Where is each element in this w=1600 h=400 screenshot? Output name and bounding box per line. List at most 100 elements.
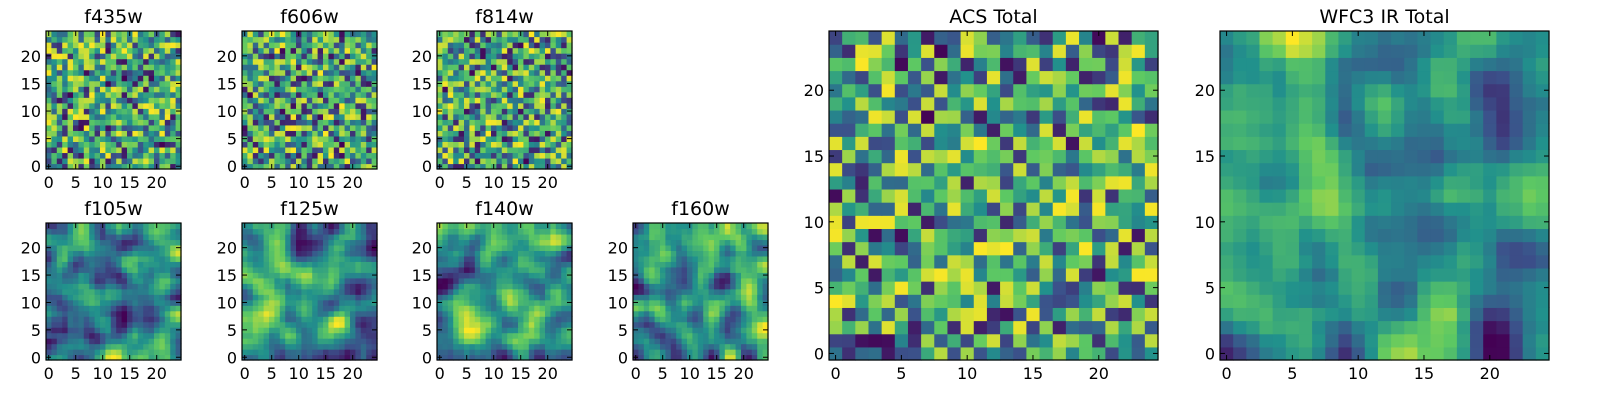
heatmap-cell	[279, 47, 286, 54]
heatmap-cell	[328, 277, 335, 284]
heatmap-cell	[453, 91, 460, 98]
heatmap-cell	[464, 321, 470, 328]
heatmap-cell	[480, 130, 487, 137]
heatmap-cell	[360, 86, 367, 93]
heatmap-cell	[480, 42, 487, 49]
heatmap-cell	[67, 119, 74, 126]
heatmap-cell	[371, 36, 378, 43]
heatmap-cell	[317, 354, 324, 361]
heatmap-cell	[649, 354, 656, 361]
heatmap-cell	[643, 272, 650, 279]
heatmap-cell	[274, 338, 281, 345]
heatmap-cell	[94, 152, 101, 159]
heatmap-cell	[73, 239, 79, 246]
heatmap-cell	[296, 42, 302, 49]
heatmap-cell	[496, 58, 503, 65]
heatmap-cell	[539, 261, 546, 268]
heatmap-cell	[469, 119, 476, 126]
heatmap-cell	[355, 97, 362, 104]
heatmap-cell	[258, 42, 265, 49]
heatmap-cell	[507, 343, 514, 350]
heatmap-cell	[1026, 175, 1041, 190]
heatmap-cell	[681, 272, 688, 279]
heatmap-cell	[258, 108, 265, 115]
heatmap-cell	[105, 349, 112, 356]
heatmap-cell	[110, 299, 117, 306]
heatmap-cell	[894, 307, 909, 322]
heatmap-cell	[921, 175, 935, 190]
heatmap-cell	[735, 321, 742, 328]
heatmap-cell	[371, 228, 378, 235]
heatmap-cell	[523, 250, 530, 257]
heatmap-cell	[290, 261, 297, 268]
heatmap-cell	[137, 299, 144, 306]
heatmap-cell	[339, 163, 346, 170]
heatmap-cell	[703, 316, 710, 323]
heatmap-cell	[285, 47, 292, 54]
heatmap-cell	[105, 36, 112, 43]
heatmap-cell	[708, 261, 715, 268]
heatmap-cell	[274, 228, 281, 235]
heatmap-cell	[339, 119, 346, 126]
heatmap-cell	[474, 108, 481, 115]
heatmap-cell	[1013, 228, 1027, 243]
heatmap-cell	[1052, 307, 1067, 322]
heatmap-cell	[296, 288, 302, 295]
heatmap-cell	[323, 343, 329, 350]
heatmap-cell	[279, 277, 286, 284]
heatmap-cell	[73, 91, 79, 98]
heatmap-cell	[132, 97, 139, 104]
y-tick-label: 10	[217, 293, 237, 312]
heatmap-cell	[485, 294, 492, 301]
heatmap-cell	[339, 266, 346, 273]
heatmap-cell	[1039, 215, 1054, 229]
heatmap-cell	[121, 343, 128, 350]
heatmap-cell	[333, 119, 340, 126]
heatmap-cell	[561, 80, 568, 87]
heatmap-cell	[447, 316, 454, 323]
heatmap-cell	[333, 141, 340, 148]
heatmap-cell	[175, 261, 182, 268]
heatmap-cell	[344, 69, 351, 76]
heatmap-cell	[829, 215, 843, 229]
heatmap-cell	[692, 255, 699, 262]
heatmap-cell	[528, 343, 535, 350]
heatmap-cell	[829, 267, 843, 282]
heatmap-cell	[534, 80, 541, 87]
heatmap-cell	[453, 75, 460, 82]
heatmap-cell	[350, 233, 356, 241]
heatmap-cell	[323, 294, 329, 301]
heatmap-cell	[921, 241, 935, 256]
heatmap-cell	[154, 119, 160, 126]
heatmap-cell	[56, 338, 63, 345]
heatmap-cell	[328, 130, 335, 137]
heatmap-cell	[566, 239, 573, 246]
heatmap-cell	[344, 64, 351, 71]
heatmap-cell	[175, 233, 182, 241]
heatmap-cell	[360, 223, 367, 230]
heatmap-cell	[1079, 162, 1093, 177]
heatmap-cell	[170, 316, 177, 323]
heatmap-cell	[654, 332, 661, 339]
heatmap-cell	[665, 310, 672, 317]
heatmap-cell	[485, 80, 492, 87]
heatmap-cell	[296, 277, 302, 284]
heatmap-cell	[458, 113, 465, 120]
heatmap-cell	[555, 69, 562, 76]
heatmap-cell	[312, 47, 319, 54]
heatmap-cell	[512, 42, 519, 49]
heatmap-cell	[464, 332, 470, 339]
heatmap-cell	[317, 305, 324, 312]
heatmap-cell	[523, 113, 530, 120]
heatmap-cell	[447, 250, 454, 257]
heatmap-cell	[480, 97, 487, 104]
heatmap-cell	[301, 97, 308, 104]
heatmap-cell	[110, 119, 117, 126]
heatmap-cell	[469, 239, 476, 246]
heatmap-cell	[366, 135, 373, 142]
heatmap-cell	[94, 316, 101, 323]
heatmap-cell	[94, 223, 101, 230]
heatmap-cell	[501, 277, 508, 284]
heatmap-cell	[100, 321, 106, 328]
heatmap-cell	[137, 113, 144, 120]
